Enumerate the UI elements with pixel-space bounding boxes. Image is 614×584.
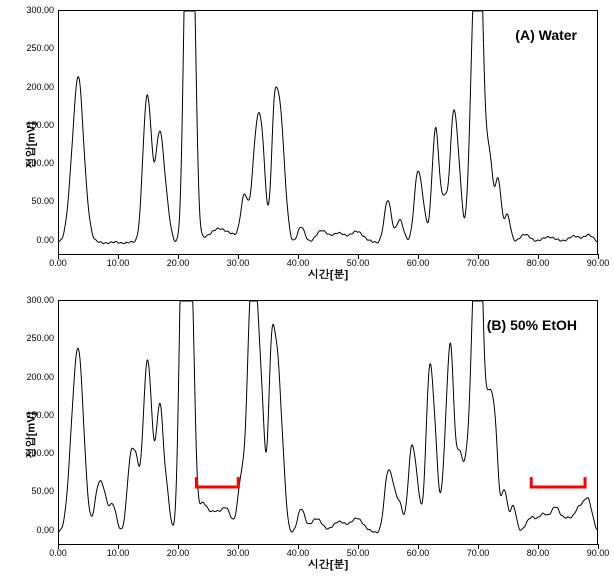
x-tick-mark	[538, 544, 539, 549]
panel-title-b: (B) 50% EtOH	[487, 317, 577, 333]
x-axis-label: 시간[분]	[58, 267, 598, 282]
chromatogram-trace-a	[59, 11, 597, 254]
x-tick-mark	[238, 254, 239, 259]
plot-area-b: (B) 50% EtOH	[58, 300, 598, 545]
x-tick-mark	[58, 544, 59, 549]
x-tick-mark	[478, 254, 479, 259]
x-tick-mark	[538, 254, 539, 259]
x-tick-mark	[238, 544, 239, 549]
x-tick-mark	[598, 254, 599, 259]
figure-container: 전압[mV] (A) Water 0.0050.00100.00150.0020…	[0, 0, 614, 584]
y-tick-label: 150.00	[16, 120, 54, 130]
y-tick-label: 100.00	[16, 158, 54, 168]
y-tick-label: 50.00	[16, 196, 54, 206]
y-tick-label: 250.00	[16, 333, 54, 343]
x-tick-mark	[358, 544, 359, 549]
x-axis-label: 시간[분]	[58, 557, 598, 572]
x-tick-mark	[118, 254, 119, 259]
y-tick-label: 100.00	[16, 448, 54, 458]
y-tick-label: 300.00	[16, 295, 54, 305]
x-tick-mark	[178, 544, 179, 549]
x-tick-mark	[598, 544, 599, 549]
y-tick-label: 150.00	[16, 410, 54, 420]
plot-area-a: (A) Water	[58, 10, 598, 255]
x-tick-mark	[478, 544, 479, 549]
panel-title-a: (A) Water	[515, 27, 577, 43]
x-tick-mark	[118, 544, 119, 549]
x-tick-mark	[418, 544, 419, 549]
x-tick-mark	[58, 254, 59, 259]
y-tick-label: 200.00	[16, 82, 54, 92]
x-tick-mark	[298, 254, 299, 259]
x-tick-mark	[358, 254, 359, 259]
y-tick-label: 50.00	[16, 486, 54, 496]
panel-a: 전압[mV] (A) Water 0.0050.00100.00150.0020…	[0, 0, 614, 290]
x-tick-mark	[178, 254, 179, 259]
panel-b: 전압[mV] (B) 50% EtOH 0.0050.00100.00150.0…	[0, 290, 614, 580]
y-tick-label: 0.00	[16, 235, 54, 245]
x-tick-mark	[298, 544, 299, 549]
chromatogram-trace-b	[59, 301, 597, 544]
y-tick-label: 250.00	[16, 43, 54, 53]
y-tick-label: 300.00	[16, 5, 54, 15]
y-tick-label: 0.00	[16, 525, 54, 535]
y-tick-label: 200.00	[16, 372, 54, 382]
x-tick-mark	[418, 254, 419, 259]
